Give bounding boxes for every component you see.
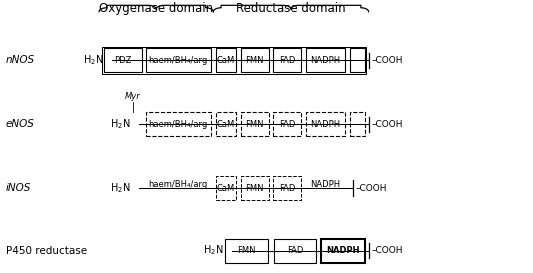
Bar xyxy=(216,176,236,200)
Bar xyxy=(146,112,211,136)
Bar xyxy=(273,112,301,136)
Bar xyxy=(102,47,367,74)
Text: nNOS: nNOS xyxy=(6,55,35,66)
Bar xyxy=(216,49,236,72)
Text: FAD: FAD xyxy=(279,120,295,129)
Bar xyxy=(241,112,269,136)
Text: PDZ: PDZ xyxy=(114,56,132,65)
Text: P450 reductase: P450 reductase xyxy=(6,246,87,256)
Bar xyxy=(350,112,365,136)
Bar xyxy=(225,239,268,263)
Text: –COOH: –COOH xyxy=(356,184,387,193)
Bar xyxy=(216,112,236,136)
Bar xyxy=(306,49,345,72)
Text: FMN: FMN xyxy=(246,184,264,193)
Text: H$_2$N: H$_2$N xyxy=(83,54,103,67)
Text: H$_2$N: H$_2$N xyxy=(110,181,130,195)
Bar xyxy=(306,112,345,136)
Text: CaM: CaM xyxy=(217,120,235,129)
Text: FAD: FAD xyxy=(287,246,303,255)
Bar xyxy=(321,239,365,263)
Text: Reductase domain: Reductase domain xyxy=(236,2,346,15)
Bar xyxy=(241,176,269,200)
Text: eNOS: eNOS xyxy=(6,119,35,129)
Text: Oxygenase domain: Oxygenase domain xyxy=(99,2,213,15)
Text: FAD: FAD xyxy=(279,184,295,193)
Text: NADPH: NADPH xyxy=(310,180,341,189)
Text: –COOH: –COOH xyxy=(371,246,403,255)
Text: CaM: CaM xyxy=(217,184,235,193)
Bar xyxy=(273,176,301,200)
Text: CaM: CaM xyxy=(217,56,235,65)
Bar xyxy=(273,49,301,72)
Text: FMN: FMN xyxy=(246,120,264,129)
Text: NADPH: NADPH xyxy=(326,246,360,255)
Text: FAD: FAD xyxy=(279,56,295,65)
Bar xyxy=(146,49,211,72)
Bar xyxy=(241,49,269,72)
Text: –COOH: –COOH xyxy=(371,56,403,65)
Text: –COOH: –COOH xyxy=(371,120,403,129)
Text: H$_2$N: H$_2$N xyxy=(203,244,223,257)
Text: H$_2$N: H$_2$N xyxy=(110,117,130,131)
Text: Myr: Myr xyxy=(125,93,140,102)
Bar xyxy=(274,239,317,263)
Text: haem/BH₄/arg: haem/BH₄/arg xyxy=(149,56,208,65)
Bar xyxy=(104,49,142,72)
Text: haem/BH₄/arg: haem/BH₄/arg xyxy=(149,120,208,129)
Text: iNOS: iNOS xyxy=(6,183,31,193)
Text: FMN: FMN xyxy=(237,246,255,255)
Text: FMN: FMN xyxy=(246,56,264,65)
Text: NADPH: NADPH xyxy=(310,56,341,65)
Text: NADPH: NADPH xyxy=(310,120,341,129)
Bar xyxy=(350,49,365,72)
Text: haem/BH₄/arg: haem/BH₄/arg xyxy=(149,180,208,189)
